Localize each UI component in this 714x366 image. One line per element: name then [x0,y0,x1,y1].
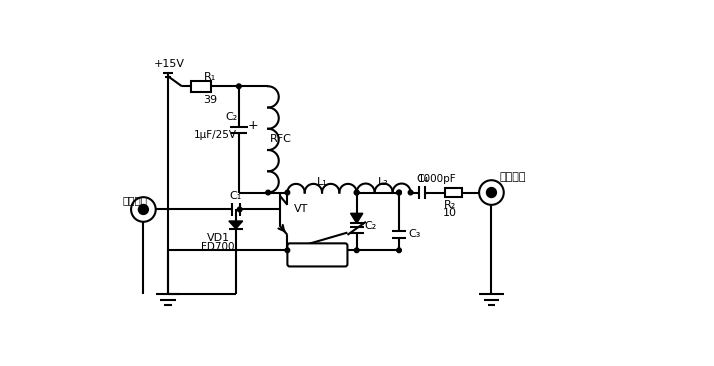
Text: 10: 10 [443,208,457,219]
Text: R₁: R₁ [204,72,216,82]
Circle shape [487,188,496,197]
Circle shape [354,248,359,253]
Polygon shape [229,221,243,229]
Bar [446,188,462,197]
Circle shape [479,180,504,205]
Circle shape [285,248,290,253]
Circle shape [354,190,359,195]
Circle shape [397,248,401,253]
Text: C₁: C₁ [230,191,242,201]
Text: VT: VT [294,205,308,214]
Text: FD700: FD700 [201,242,235,252]
Circle shape [237,207,242,212]
Text: C₂: C₂ [364,221,377,231]
Text: C₄: C₄ [416,174,428,184]
FancyBboxPatch shape [287,243,348,266]
Circle shape [397,190,401,195]
Text: 39: 39 [203,95,218,105]
Text: C₃: C₃ [408,229,421,239]
Text: 频率微调: 频率微调 [303,249,331,261]
Text: L₁: L₁ [317,177,328,187]
Text: L₂: L₂ [378,177,389,187]
Circle shape [408,190,413,195]
Bar [191,81,211,92]
Circle shape [131,197,156,222]
Circle shape [285,190,290,195]
Text: +15V: +15V [154,59,185,69]
Circle shape [354,190,359,195]
Polygon shape [351,213,363,223]
Text: 1μF/25V: 1μF/25V [194,130,237,140]
Circle shape [266,190,271,195]
Text: 1000pF: 1000pF [418,174,457,184]
Text: RFC: RFC [269,134,291,145]
Text: R₂: R₂ [443,200,456,210]
Text: C₂: C₂ [225,112,237,122]
Circle shape [139,205,148,214]
Text: +: + [248,119,258,132]
Circle shape [397,190,401,195]
Text: 信号输入: 信号输入 [122,195,147,205]
Text: 发射输出: 发射输出 [500,172,526,182]
Circle shape [236,84,241,89]
Text: VD1: VD1 [207,233,231,243]
